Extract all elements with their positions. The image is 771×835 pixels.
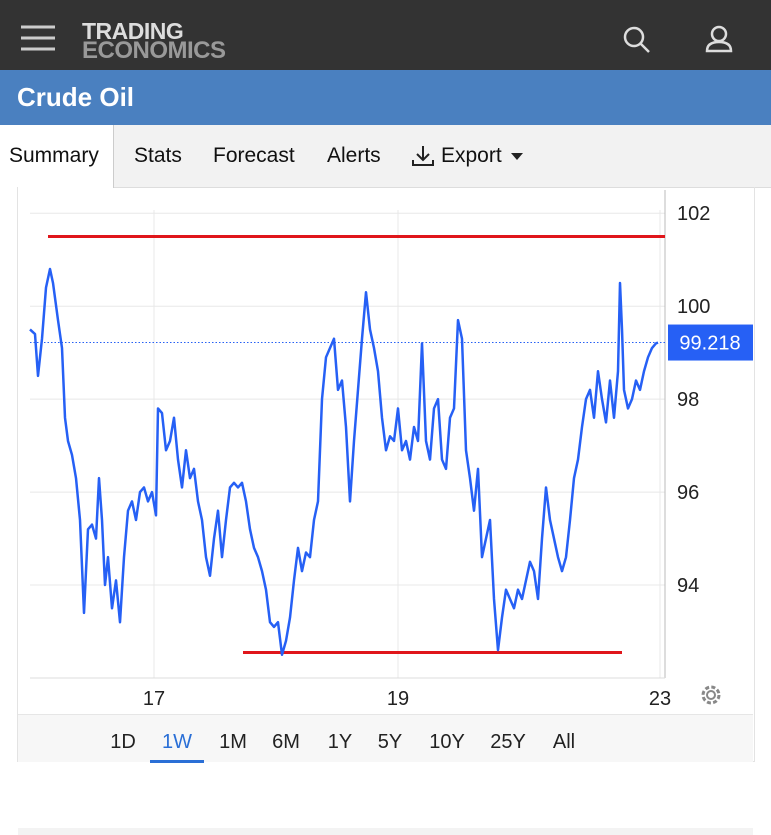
tab[interactable]: Export (441, 144, 502, 167)
y-tick-label: 94 (677, 575, 699, 597)
chart: 94 96 98 100 102 17 19 23 99.218 (29, 190, 753, 710)
range-button[interactable]: 10Y (429, 731, 465, 753)
range-button[interactable]: 1D (110, 731, 136, 753)
y-tick-label: 96 (677, 482, 699, 504)
header: TRADING ECONOMICS (0, 0, 771, 70)
brand-line[interactable]: ECONOMICS (82, 37, 226, 64)
range-button[interactable]: 1Y (327, 731, 353, 753)
x-tick-label: 17 (143, 688, 165, 710)
search-icon[interactable] (623, 26, 650, 53)
caret (511, 153, 523, 160)
price-line (29, 267, 659, 657)
user-icon[interactable] (705, 25, 733, 53)
range-button[interactable]: 25Y (490, 731, 526, 753)
range-button[interactable]: 1W (150, 731, 204, 763)
range-button[interactable]: All (552, 731, 576, 753)
range-button[interactable]: 1M (219, 731, 247, 753)
settings-icon[interactable] (701, 685, 721, 705)
download-icon (412, 146, 434, 166)
tab[interactable]: Summary (0, 125, 114, 188)
header-icons (21, 25, 733, 53)
footer-strip (18, 828, 753, 835)
last-value-label: 99.218 (679, 333, 740, 355)
x-tick-label: 19 (387, 688, 409, 710)
tab[interactable]: Stats (134, 144, 182, 167)
range-button[interactable]: 6M (272, 731, 300, 753)
range-button[interactable]: 5Y (377, 731, 403, 753)
page-title: Crude Oil (0, 70, 771, 125)
x-tick-label: 23 (649, 688, 671, 710)
brand-line[interactable]: TRADING (82, 18, 184, 44)
last-value-tag (668, 324, 753, 361)
menu-icon[interactable] (21, 25, 55, 51)
y-tick-label: 98 (677, 389, 699, 411)
y-tick-label: 100 (677, 296, 710, 318)
range-bar: 1D 1W 1M 6M 1Y 5Y 10Y 25Y All (18, 714, 753, 763)
tab[interactable]: Forecast (213, 144, 295, 167)
tab-bar: Summary Stats Forecast Alerts Export (0, 125, 771, 188)
y-tick-label: 102 (677, 203, 710, 225)
tab[interactable]: Alerts (327, 144, 381, 167)
